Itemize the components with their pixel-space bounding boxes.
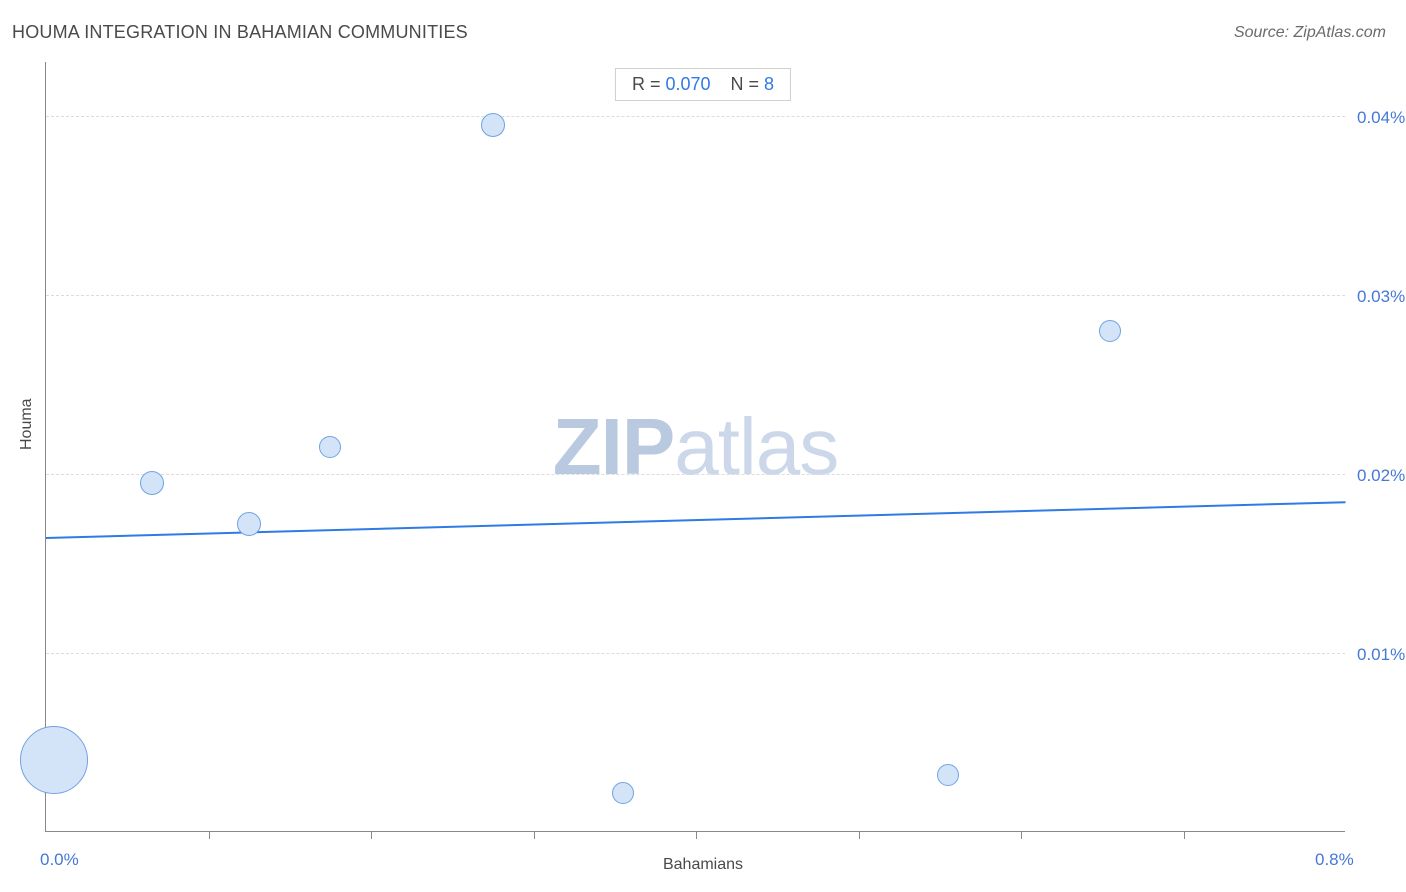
data-point	[1099, 320, 1121, 342]
y-tick-label: 0.04%	[1357, 108, 1405, 128]
x-tick	[696, 831, 697, 839]
watermark-bold: ZIP	[553, 402, 674, 491]
data-point	[612, 782, 634, 804]
y-axis-label: Houma	[18, 398, 36, 450]
stat-r-value: 0.070	[665, 74, 710, 94]
source-attribution: Source: ZipAtlas.com	[1234, 24, 1386, 42]
data-point	[319, 436, 341, 458]
stat-n-label: N =	[731, 74, 760, 94]
x-tick	[1184, 831, 1185, 839]
stat-r-label: R =	[632, 74, 661, 94]
stat-n-value: 8	[764, 74, 774, 94]
data-point	[481, 113, 505, 137]
x-tick	[371, 831, 372, 839]
data-point	[140, 471, 164, 495]
watermark-light: atlas	[674, 402, 838, 491]
x-axis-label: Bahamians	[663, 856, 743, 874]
x-tick	[534, 831, 535, 839]
gridline	[46, 653, 1345, 654]
x-tick	[1021, 831, 1022, 839]
y-tick-label: 0.02%	[1357, 466, 1405, 486]
data-point	[937, 764, 959, 786]
stat-r: R = 0.070	[632, 74, 711, 95]
stat-n: N = 8	[731, 74, 775, 95]
watermark: ZIPatlas	[553, 401, 838, 493]
x-tick-label: 0.0%	[40, 850, 79, 870]
y-tick-label: 0.01%	[1357, 645, 1405, 665]
gridline	[46, 474, 1345, 475]
data-point	[20, 726, 88, 794]
gridline	[46, 116, 1345, 117]
x-tick-label: 0.8%	[1315, 850, 1354, 870]
x-tick	[209, 831, 210, 839]
data-point	[237, 512, 261, 536]
y-tick-label: 0.03%	[1357, 287, 1405, 307]
plot-area: ZIPatlas	[45, 62, 1345, 832]
chart-title: HOUMA INTEGRATION IN BAHAMIAN COMMUNITIE…	[12, 22, 468, 43]
stats-box: R = 0.070 N = 8	[615, 68, 791, 101]
x-tick	[859, 831, 860, 839]
gridline	[46, 295, 1345, 296]
